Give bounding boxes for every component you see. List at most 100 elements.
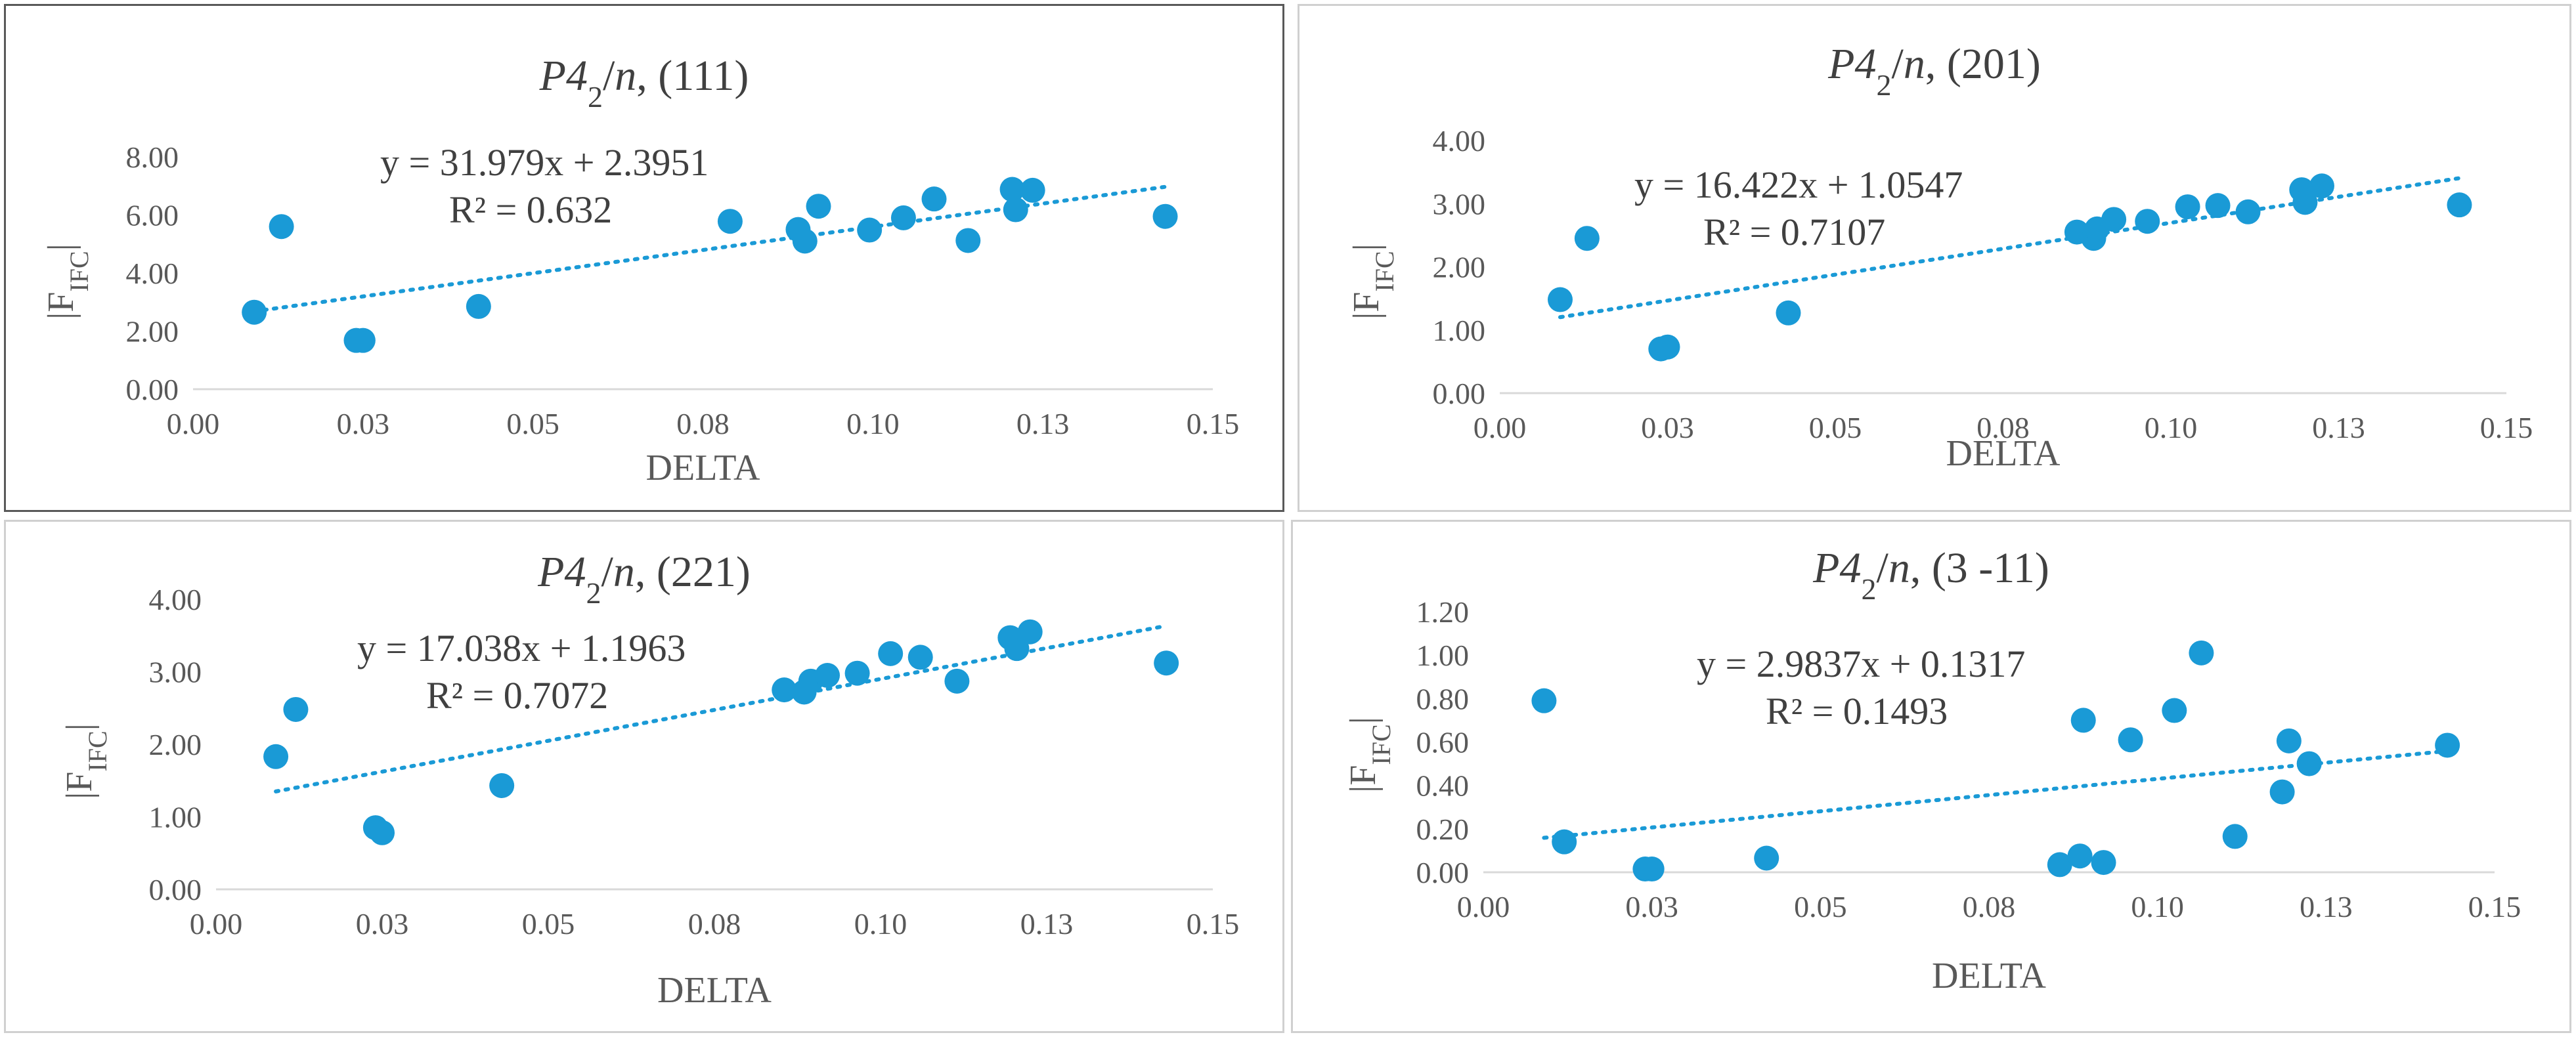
- data-point: [717, 209, 743, 234]
- y-axis-title: |FIFC|: [1343, 717, 1396, 793]
- y-tick-label: 0.60: [1416, 726, 1470, 759]
- data-point: [350, 328, 376, 353]
- data-point: [907, 645, 933, 670]
- y-tick-label: 8.00: [126, 140, 179, 174]
- data-point: [1655, 334, 1680, 360]
- chart-title: P42/n, (201): [1827, 40, 2041, 102]
- y-tick-label: 0.00: [1433, 377, 1486, 410]
- data-point: [283, 696, 309, 722]
- x-tick-label: 0.03: [1641, 411, 1694, 444]
- y-title-end: |: [1343, 717, 1384, 724]
- x-tick-label: 0.05: [506, 407, 559, 440]
- x-tick-label: 0.03: [356, 907, 409, 941]
- data-point: [2067, 843, 2093, 869]
- trend-r-squared: R² = 0.1493: [1766, 690, 1948, 732]
- x-tick-label: 0.13: [1020, 907, 1074, 941]
- y-tick-label: 1.00: [1416, 639, 1470, 672]
- chart-svg-111: P42/n, (111) 0.00 2.00 4.00 6.00 8.00 0.00 0.03…: [41, 52, 1240, 488]
- x-axis-title: DELTA: [657, 970, 772, 1011]
- title-prefix: P4: [537, 548, 586, 596]
- data-point: [2101, 207, 2127, 232]
- y-tick-label: 3.00: [149, 656, 202, 689]
- data-point: [2047, 852, 2072, 878]
- x-tick-label: 0.15: [2468, 890, 2521, 923]
- data-point: [2222, 824, 2248, 849]
- data-point: [806, 194, 831, 219]
- y-title-subscript: IFC: [64, 251, 94, 291]
- y-tick-label: 0.00: [149, 873, 202, 906]
- data-point: [1547, 287, 1573, 312]
- x-tick-label: 0.08: [688, 907, 741, 941]
- y-tick-label: 0.40: [1416, 769, 1470, 803]
- chart-panel-221: P42/n, (221) 0.00 1.00 2.00 3.00 4.00 0.00 0.03…: [4, 520, 1284, 1033]
- x-tick-label: 0.13: [2300, 890, 2353, 923]
- y-tick-label: 1.00: [149, 801, 202, 834]
- data-point: [1003, 197, 1028, 222]
- data-point: [955, 228, 981, 253]
- data-point: [792, 228, 818, 254]
- y-axis-title: |FIFC|: [59, 723, 112, 799]
- y-title-main: |F: [1343, 765, 1384, 793]
- data-point: [1754, 845, 1779, 871]
- chart-svg-201: P42/n, (201) 0.00 1.00 2.00 3.00 4.00 0.00 0.03…: [1346, 40, 2533, 474]
- chart-title: P42/n, (221): [537, 548, 751, 610]
- x-tick-label: 0.15: [1187, 407, 1240, 440]
- chart-svg-3-11: P42/n, (3 -11) 0.00 0.20 0.40 0.60 0.80 1.00 1.…: [1343, 544, 2521, 996]
- data-point: [2118, 727, 2143, 753]
- title-slash: /: [601, 548, 614, 596]
- x-tick-label: 0.00: [190, 907, 243, 941]
- x-tick-label: 0.08: [1976, 411, 2030, 444]
- data-point: [857, 217, 883, 243]
- title-subscript: 2: [586, 576, 601, 610]
- title-slash: /: [1876, 544, 1888, 592]
- y-tick-label: 4.00: [1433, 124, 1486, 158]
- title-subscript: 2: [1861, 572, 1876, 606]
- x-tick-label: 0.10: [846, 407, 900, 440]
- y-tick-label: 1.20: [1416, 595, 1470, 629]
- title-subscript: 2: [588, 80, 603, 114]
- x-tick-label: 0.05: [1794, 890, 1847, 923]
- y-tick-label: 0.00: [1416, 856, 1470, 889]
- y-title-main: |F: [1346, 292, 1387, 320]
- trend-r-squared: R² = 0.7072: [426, 674, 608, 717]
- chart-title: P42/n, (3 -11): [1812, 544, 2049, 606]
- x-tick-label: 0.15: [2480, 411, 2533, 444]
- y-tick-label: 2.00: [1433, 251, 1486, 284]
- data-point: [1639, 857, 1665, 882]
- data-point: [2292, 190, 2318, 215]
- x-axis-title: DELTA: [646, 448, 760, 488]
- x-axis-title: DELTA: [1946, 433, 2061, 474]
- y-tick-label: 1.00: [1433, 314, 1486, 347]
- data-point: [1004, 636, 1030, 662]
- y-title-main: |F: [59, 772, 100, 799]
- x-tick-label: 0.13: [2312, 411, 2365, 444]
- title-prefix: P4: [1827, 40, 1876, 88]
- trend-equation: y = 31.979x + 2.3951: [380, 141, 709, 184]
- x-tick-label: 0.00: [1474, 411, 1527, 444]
- y-title-main: |F: [41, 292, 81, 320]
- chart-svg-221: P42/n, (221) 0.00 1.00 2.00 3.00 4.00 0.00 0.03…: [59, 548, 1239, 1011]
- data-point: [1154, 650, 1179, 676]
- data-point: [1552, 829, 1577, 855]
- data-point: [370, 820, 395, 845]
- y-tick-label: 4.00: [126, 257, 179, 290]
- data-point: [1020, 177, 1045, 203]
- data-point: [2135, 209, 2160, 234]
- title-n: n: [615, 52, 636, 100]
- trend-equation: y = 16.422x + 1.0547: [1634, 163, 1963, 206]
- y-axis-title: |FIFC|: [1346, 243, 1399, 320]
- trendline: [274, 624, 1169, 794]
- y-tick-label: 0.20: [1416, 813, 1470, 846]
- data-point: [844, 660, 870, 686]
- chart-panel-201: P42/n, (201) 0.00 1.00 2.00 3.00 4.00 0.00 0.03…: [1298, 4, 2571, 512]
- data-point: [2091, 850, 2116, 876]
- data-point: [1531, 688, 1557, 713]
- data-point: [242, 299, 267, 325]
- data-point: [2269, 779, 2295, 805]
- y-title-subscript: IFC: [1370, 251, 1399, 291]
- data-point: [890, 205, 916, 230]
- data-point: [815, 663, 840, 688]
- data-point: [269, 214, 294, 240]
- x-tick-label: 0.10: [2145, 411, 2198, 444]
- title-n: n: [1888, 544, 1910, 592]
